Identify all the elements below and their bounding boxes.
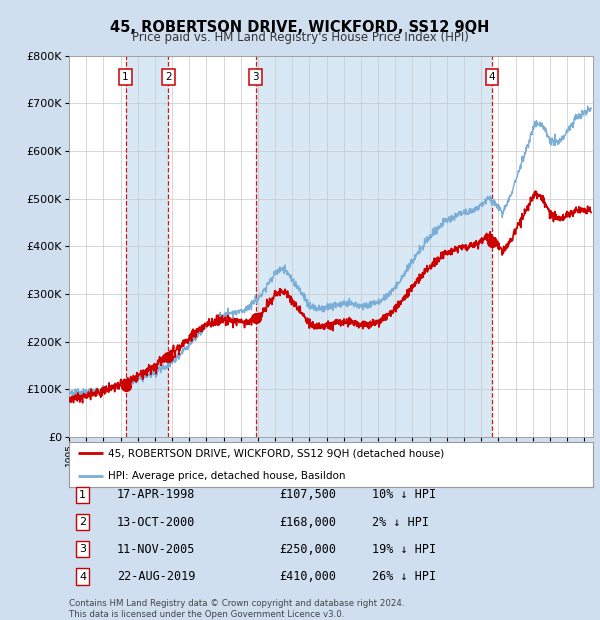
Text: £168,000: £168,000 (279, 516, 336, 528)
Text: Price paid vs. HM Land Registry's House Price Index (HPI): Price paid vs. HM Land Registry's House … (131, 31, 469, 44)
Bar (256, 56, 492, 437)
Text: £250,000: £250,000 (279, 543, 336, 556)
Text: 3: 3 (79, 544, 86, 554)
Text: 19% ↓ HPI: 19% ↓ HPI (372, 543, 436, 556)
Text: 4: 4 (489, 73, 496, 82)
Bar (125, 56, 169, 437)
Text: £107,500: £107,500 (279, 489, 336, 501)
Text: Contains HM Land Registry data © Crown copyright and database right 2024.
This d: Contains HM Land Registry data © Crown c… (69, 600, 404, 619)
Text: 11-NOV-2005: 11-NOV-2005 (117, 543, 196, 556)
Text: 2: 2 (79, 517, 86, 527)
Text: 1: 1 (122, 73, 129, 82)
Text: 10% ↓ HPI: 10% ↓ HPI (372, 489, 436, 501)
Text: 45, ROBERTSON DRIVE, WICKFORD, SS12 9QH: 45, ROBERTSON DRIVE, WICKFORD, SS12 9QH (110, 20, 490, 35)
Text: HPI: Average price, detached house, Basildon: HPI: Average price, detached house, Basi… (108, 471, 346, 480)
Text: 3: 3 (253, 73, 259, 82)
Text: 4: 4 (79, 572, 86, 582)
Text: £410,000: £410,000 (279, 570, 336, 583)
Text: 1: 1 (79, 490, 86, 500)
Text: 26% ↓ HPI: 26% ↓ HPI (372, 570, 436, 583)
Text: 45, ROBERTSON DRIVE, WICKFORD, SS12 9QH (detached house): 45, ROBERTSON DRIVE, WICKFORD, SS12 9QH … (108, 448, 445, 458)
Text: 13-OCT-2000: 13-OCT-2000 (117, 516, 196, 528)
Text: 17-APR-1998: 17-APR-1998 (117, 489, 196, 501)
Text: 2: 2 (165, 73, 172, 82)
Text: 22-AUG-2019: 22-AUG-2019 (117, 570, 196, 583)
Text: 2% ↓ HPI: 2% ↓ HPI (372, 516, 429, 528)
